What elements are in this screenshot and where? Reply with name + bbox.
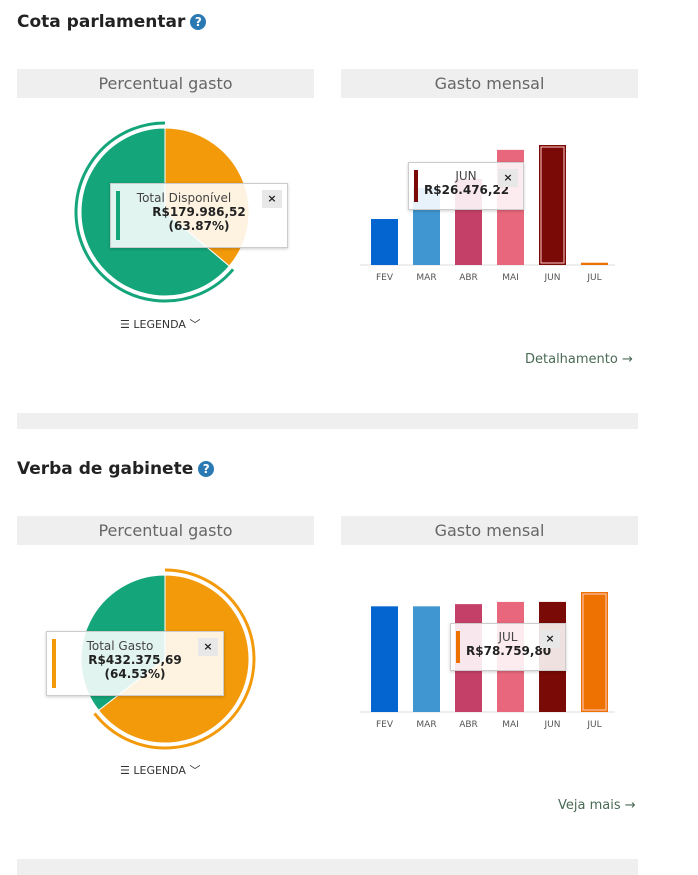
x-tick-label: MAI <box>502 720 519 730</box>
x-tick-label: JUL <box>586 273 601 283</box>
legend-toggle[interactable]: ☰ LEGENDA ﹀ <box>120 318 201 331</box>
bar-header: Gasto mensal <box>341 516 638 545</box>
bar-header: Gasto mensal <box>341 69 638 98</box>
tooltip-title: JUL <box>498 630 518 644</box>
pie-slice-highlight <box>93 568 256 750</box>
close-icon[interactable]: × <box>198 638 218 656</box>
x-tick-label: FEV <box>376 273 394 283</box>
help-icon[interactable]: ? <box>190 14 207 30</box>
x-tick-label: ABR <box>459 720 478 730</box>
bar-jul[interactable] <box>581 592 608 712</box>
tooltip-value: R$179.986,52 <box>152 205 246 219</box>
tooltip-title: Total Gasto <box>86 639 154 653</box>
tooltip-title: JUN <box>455 169 477 183</box>
pie-slice-highlight <box>74 121 235 303</box>
chevron-down-icon: ﹀ <box>185 764 201 777</box>
x-tick-label: MAR <box>416 720 436 730</box>
chevron-down-icon: ﹀ <box>185 318 201 331</box>
x-tick-label: JUN <box>544 720 561 730</box>
section-title-verba: Verba de gabinete? <box>17 459 215 479</box>
bar-tooltip: × JUL R$78.759,80 <box>450 623 566 671</box>
x-tick-label: MAR <box>416 273 436 283</box>
tooltip-percent: (64.53%) <box>104 667 166 681</box>
x-tick-label: ABR <box>459 273 478 283</box>
x-tick-label: JUL <box>586 720 601 730</box>
bar-fev[interactable] <box>371 606 398 712</box>
bar-fev[interactable] <box>371 218 398 265</box>
close-icon[interactable]: × <box>498 169 518 187</box>
divider <box>17 859 638 875</box>
tooltip-title: Total Disponível <box>136 191 232 205</box>
close-icon[interactable]: × <box>262 190 282 208</box>
pie-header: Percentual gasto <box>17 516 314 545</box>
bar-jul[interactable] <box>581 262 608 265</box>
pie-header: Percentual gasto <box>17 69 314 98</box>
close-icon[interactable]: × <box>540 630 560 648</box>
help-icon[interactable]: ? <box>198 461 215 477</box>
bar-tooltip: × JUN R$26.476,22 <box>408 162 524 210</box>
bar-highlight <box>540 146 565 264</box>
x-tick-label: JUN <box>544 273 561 283</box>
divider <box>17 413 638 429</box>
tooltip-value: R$78.759,80 <box>466 644 552 658</box>
x-tick-label: MAI <box>502 273 519 283</box>
legend-toggle[interactable]: ☰ LEGENDA ﹀ <box>120 764 201 777</box>
tooltip-value: R$432.375,69 <box>88 653 182 667</box>
tooltip-percent: (63.87%) <box>168 219 230 233</box>
bar-mar[interactable] <box>413 606 440 712</box>
veja-mais-link[interactable]: Veja mais → <box>558 798 636 813</box>
list-icon: ☰ <box>120 318 134 331</box>
bar-jun[interactable] <box>539 145 566 265</box>
pie-tooltip: × Total Gasto R$432.375,69 (64.53%) <box>46 631 224 696</box>
pie-tooltip: × Total Disponível R$179.986,52 (63.87%) <box>110 183 288 248</box>
tooltip-value: R$26.476,22 <box>424 183 510 197</box>
detalhamento-link[interactable]: Detalhamento → <box>525 352 633 367</box>
list-icon: ☰ <box>120 764 134 777</box>
x-tick-label: FEV <box>376 720 394 730</box>
bar-highlight <box>582 593 607 711</box>
section-title-cota: Cota parlamentar? <box>17 12 207 32</box>
